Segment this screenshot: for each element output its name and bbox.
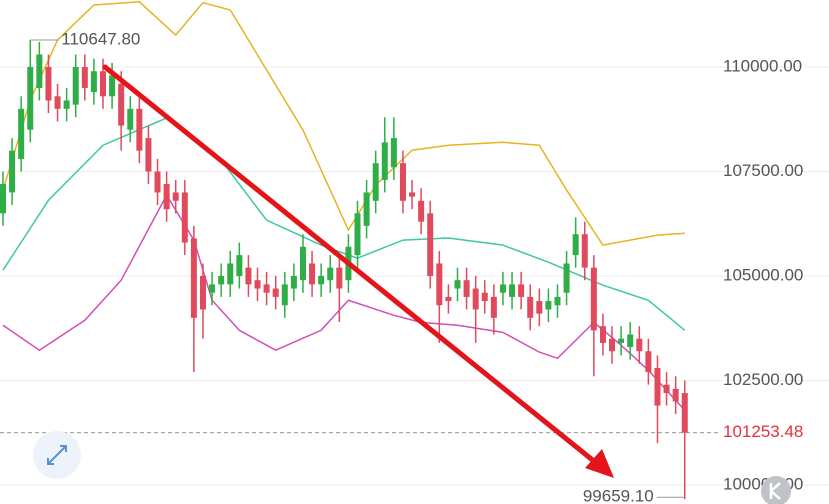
candle-body <box>218 276 225 285</box>
candle-body <box>327 267 334 281</box>
candle-body <box>145 138 152 172</box>
candle-body <box>490 296 497 318</box>
candle-body <box>163 184 170 210</box>
expand-button[interactable] <box>33 431 81 479</box>
candle-body <box>572 234 579 256</box>
candle-body <box>354 213 361 256</box>
candle-body <box>209 284 216 293</box>
candle-body <box>381 142 388 180</box>
candle-body <box>9 150 16 193</box>
candle-body <box>118 83 125 126</box>
candle-body <box>18 108 25 159</box>
y-tick-label: 110000.00 <box>723 57 802 76</box>
last-price-label: 101253.48 <box>723 422 803 441</box>
candle-body <box>590 267 597 331</box>
candle-body <box>99 71 106 97</box>
candle-body <box>299 246 306 281</box>
bands <box>2 1 686 411</box>
candle-body <box>463 280 470 297</box>
candle-body <box>309 263 316 285</box>
candle-body <box>190 238 197 318</box>
candle-body <box>63 100 70 109</box>
candle-body <box>418 200 425 222</box>
candle-body <box>54 96 61 109</box>
candle-body <box>499 284 506 293</box>
candle-body <box>72 67 79 105</box>
candle-body <box>0 184 6 214</box>
candle-body <box>336 267 343 289</box>
last-price-bg <box>719 421 829 444</box>
candle-body <box>318 276 325 285</box>
candle-body <box>263 284 270 293</box>
grid <box>0 66 829 486</box>
candle-body <box>627 334 634 348</box>
candle-body <box>545 301 552 310</box>
candle-body <box>154 171 161 193</box>
candle-body <box>245 267 252 285</box>
candle-body <box>81 67 88 88</box>
candle-body <box>399 163 406 201</box>
candle-body <box>127 108 134 130</box>
candle-body <box>227 263 234 285</box>
candle-body <box>363 192 370 226</box>
candle-body <box>618 338 625 343</box>
candle-body <box>445 296 452 302</box>
candle-body <box>281 284 288 306</box>
candle-body <box>563 263 570 293</box>
arrow-head <box>585 449 614 478</box>
candle-body <box>90 71 97 93</box>
candle-body <box>36 54 43 88</box>
logo-mark <box>769 482 781 500</box>
candle-body <box>527 296 534 318</box>
candle-body <box>472 288 479 310</box>
candle-body <box>518 284 525 297</box>
candle-body <box>409 192 416 197</box>
candle-body <box>636 338 643 352</box>
trend-arrow <box>102 64 598 465</box>
candle-body <box>136 108 143 151</box>
candle-body <box>272 288 279 297</box>
candle-body <box>609 338 616 352</box>
candle-body <box>599 326 606 343</box>
candle-body <box>109 75 116 97</box>
expand-icon[interactable] <box>47 445 67 465</box>
y-tick-label: 105000.00 <box>723 265 803 284</box>
logo-circle <box>761 476 791 504</box>
candle-body <box>672 388 679 402</box>
candle-body <box>645 351 652 373</box>
candle-body <box>481 292 488 302</box>
candle-body <box>290 276 297 289</box>
candle-body <box>27 67 34 130</box>
min-label: 99659.10 <box>583 487 654 504</box>
candle-body <box>581 234 588 268</box>
candle-body <box>509 284 516 297</box>
candle-body <box>663 384 670 394</box>
candle-body <box>427 213 434 277</box>
candle-body <box>436 263 443 306</box>
candle-body <box>454 280 461 289</box>
candle-body <box>254 280 261 289</box>
candle-body <box>181 192 188 243</box>
candles <box>0 39 688 500</box>
candle-body <box>681 393 688 433</box>
candle-body <box>536 301 543 314</box>
candle-body <box>199 276 206 310</box>
candle-body <box>654 367 661 406</box>
max-label: 110647.80 <box>61 29 140 48</box>
y-tick-label: 107500.00 <box>723 161 803 180</box>
candle-body <box>45 67 52 101</box>
band-line <box>2 193 686 411</box>
candle-body <box>554 296 561 306</box>
candle-body <box>172 192 179 201</box>
candle-body <box>390 138 397 168</box>
candle-body <box>236 255 243 277</box>
logo <box>761 476 791 504</box>
band-line <box>2 1 685 246</box>
y-tick-label: 102500.00 <box>723 370 803 389</box>
candle-body <box>372 163 379 201</box>
